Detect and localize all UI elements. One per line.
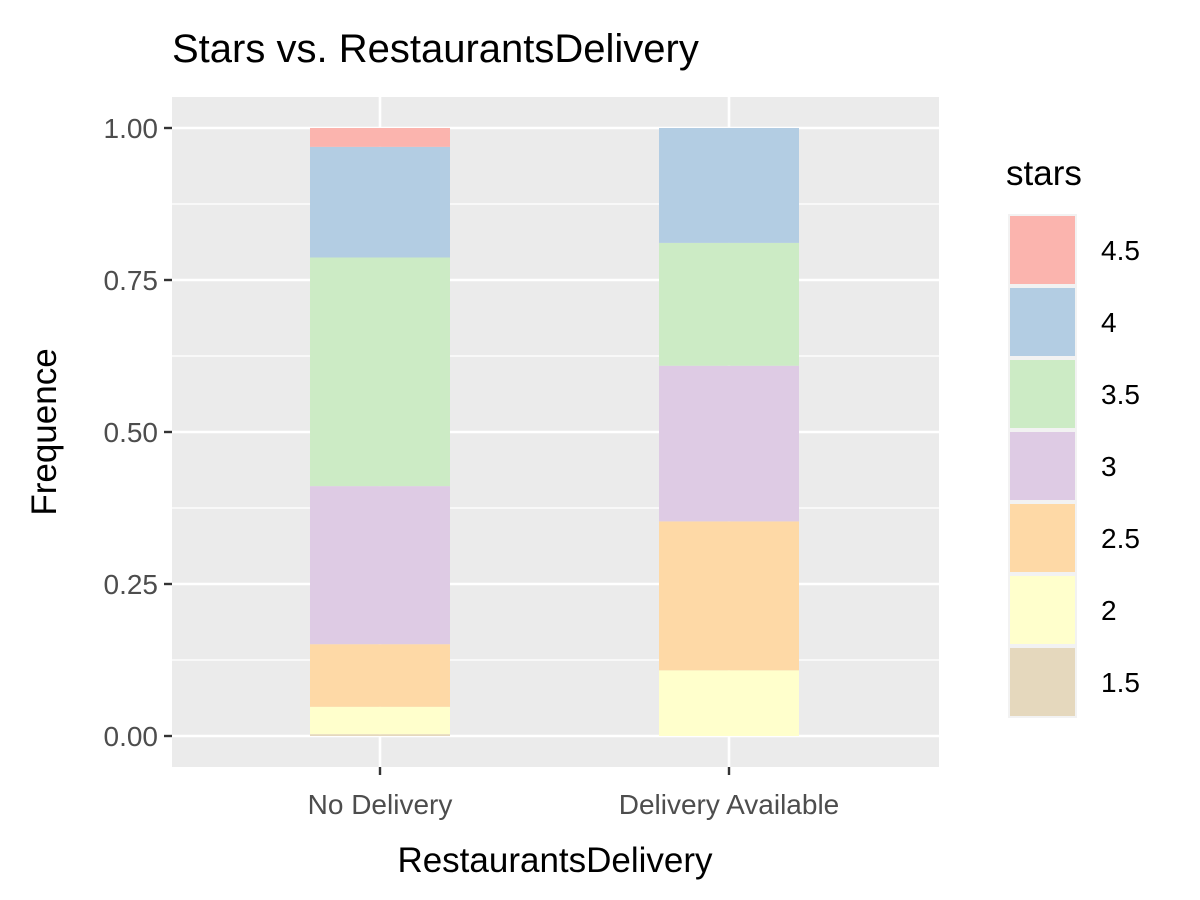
y-tick-label-3: 0.75: [104, 265, 159, 296]
bar-0-stars-2: [310, 706, 450, 735]
bars: [310, 128, 799, 736]
bar-0-stars-4: [310, 146, 450, 258]
x-tick-label-1: Delivery Available: [619, 789, 840, 820]
legend-label-3: 3: [1101, 451, 1117, 482]
legend-swatch-3-5: [1010, 360, 1075, 428]
legend-swatch-2-5: [1010, 504, 1075, 572]
bar-1-stars-2: [659, 670, 799, 736]
y-axis-title: Frequence: [25, 348, 64, 515]
legend: 4.5 4 3.5 3 2.5 2 1.5: [1008, 214, 1140, 718]
bar-1-stars-3-5: [659, 242, 799, 366]
x-tick-label-0: No Delivery: [308, 789, 453, 820]
bar-0-stars-3-5: [310, 257, 450, 487]
legend-label-4: 4: [1101, 307, 1117, 338]
bar-0-stars-1-5: [310, 734, 450, 736]
y-axis: 0.00 0.25 0.50 0.75 1.00: [104, 113, 172, 752]
chart-title: Stars vs. RestaurantsDelivery: [172, 27, 699, 71]
y-tick-label-1: 0.25: [104, 569, 159, 600]
y-tick-label-4: 1.00: [104, 113, 159, 144]
bar-1-stars-4: [659, 128, 799, 243]
legend-swatch-4: [1010, 288, 1075, 356]
legend-label-1-5: 1.5: [1101, 667, 1140, 698]
bar-1-stars-2-5: [659, 521, 799, 671]
bar-1-stars-3: [659, 365, 799, 522]
bar-0-stars-2-5: [310, 644, 450, 707]
legend-label-4-5: 4.5: [1101, 235, 1140, 266]
y-tick-label-0: 0.00: [104, 721, 159, 752]
legend-label-2-5: 2.5: [1101, 523, 1140, 554]
bar-0-stars-3: [310, 486, 450, 645]
legend-title: stars: [1006, 154, 1082, 193]
x-axis: No Delivery Delivery Available: [308, 767, 840, 820]
legend-swatch-2: [1010, 576, 1075, 644]
bar-0-stars-4-5: [310, 128, 450, 147]
y-tick-label-2: 0.50: [104, 417, 159, 448]
legend-label-3-5: 3.5: [1101, 379, 1140, 410]
legend-swatch-3: [1010, 432, 1075, 500]
x-axis-title: RestaurantsDelivery: [397, 841, 713, 880]
legend-label-2: 2: [1101, 595, 1117, 626]
legend-swatch-1-5: [1010, 648, 1075, 716]
legend-swatch-4-5: [1010, 216, 1075, 284]
